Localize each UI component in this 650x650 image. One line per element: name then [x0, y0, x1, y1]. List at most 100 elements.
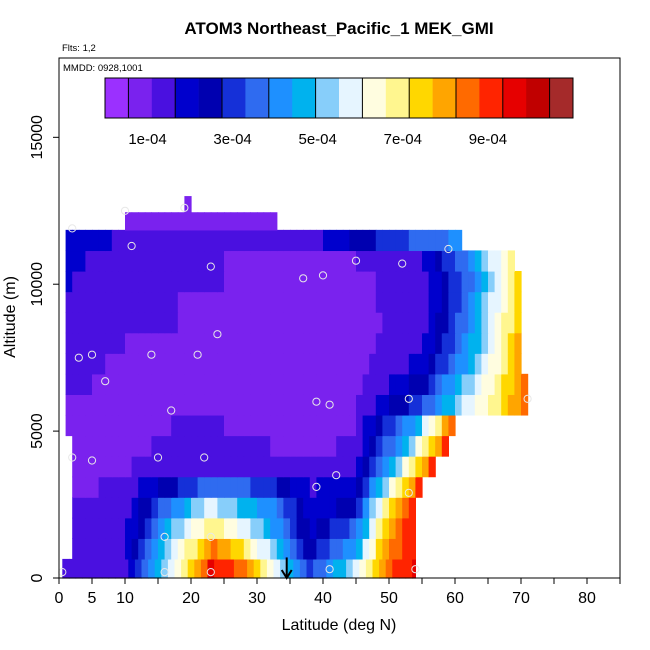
heatmap-cell [78, 476, 86, 498]
heatmap-cell [138, 212, 146, 231]
heatmap-cell [346, 558, 354, 579]
heatmap-cell [184, 250, 192, 272]
heatmap-cell [78, 538, 86, 560]
heatmap-cell [263, 229, 271, 252]
heatmap-cell [237, 229, 245, 252]
heatmap-cell [339, 558, 347, 579]
heatmap-cell [481, 353, 489, 375]
heatmap-cell [303, 332, 311, 354]
x-axis: 0 5 10 20 30 40 50 60 70 80 [55, 578, 621, 607]
heatmap-cell [237, 332, 245, 354]
heatmap-cell [382, 497, 390, 519]
heatmap-cell [290, 229, 298, 252]
heatmap-cell [118, 476, 126, 498]
heatmap-cell [78, 353, 86, 375]
heatmap-cell [501, 373, 509, 395]
heatmap-cell [210, 414, 218, 437]
heatmap-cell [105, 250, 113, 272]
heatmap-cell [78, 250, 86, 272]
heatmap-cell [309, 456, 317, 478]
heatmap-cell [356, 497, 364, 519]
heatmap-cell [237, 476, 245, 498]
heatmap-cell [197, 394, 205, 416]
heatmap-cell [224, 414, 232, 437]
heatmap-cell [296, 538, 304, 560]
heatmap-cell [356, 270, 364, 293]
heatmap-cell [336, 373, 344, 395]
heatmap-cell [171, 517, 179, 539]
heatmap-cell [316, 270, 324, 293]
heatmap-cell [501, 394, 509, 416]
heatmap-cell [144, 456, 152, 478]
heatmap-cell [349, 353, 357, 375]
heatmap-cell [362, 435, 370, 457]
heatmap-cell [177, 353, 185, 375]
heatmap-cell [224, 435, 232, 457]
heatmap-cell [323, 456, 331, 478]
heatmap-cell [250, 291, 258, 313]
heatmap-cell [111, 332, 119, 354]
heatmap-cell [448, 414, 456, 437]
heatmap-cell [171, 456, 179, 478]
heatmap-cell [250, 497, 258, 519]
heatmap-cell [144, 312, 152, 334]
heatmap-cell [144, 353, 152, 375]
observation-point [213, 330, 222, 339]
heatmap-cell [184, 538, 192, 560]
heatmap-cell [151, 517, 159, 539]
heatmap-cell [62, 558, 70, 579]
heatmap-cell [92, 332, 100, 354]
observation-point [206, 568, 215, 577]
heatmap-cell [164, 517, 172, 539]
heatmap-cell [408, 476, 416, 498]
heatmap-cell [276, 270, 284, 293]
heatmap-cell [283, 312, 291, 334]
heatmap-cell [118, 291, 126, 313]
heatmap-cell [131, 332, 139, 354]
heatmap-cell [342, 373, 350, 395]
heatmap-cell [474, 312, 482, 334]
heatmap-cell [402, 229, 410, 252]
heatmap-cell [105, 373, 113, 395]
heatmap-cell [131, 538, 139, 560]
heatmap-cell [389, 270, 397, 293]
heatmap-cell [131, 373, 139, 395]
heatmap-cell [105, 353, 113, 375]
heatmap-cell [395, 373, 403, 395]
y-tick-label: 10000 [29, 262, 46, 307]
heatmap-cell [151, 476, 159, 498]
heatmap-cell [455, 250, 463, 272]
heatmap-cell [448, 229, 456, 252]
heatmap-cell [184, 196, 192, 213]
heatmap-cell [356, 373, 364, 395]
heatmap-cell [270, 456, 278, 478]
heatmap-cell [283, 291, 291, 313]
heatmap-cell [151, 250, 159, 272]
heatmap-cell [441, 373, 449, 395]
colorbar-segment [362, 78, 387, 118]
heatmap-cell [441, 394, 449, 416]
heatmap-cell [329, 476, 337, 498]
heatmap-cell [131, 394, 139, 416]
heatmap-cell [204, 250, 212, 272]
heatmap-cell [309, 270, 317, 293]
heatmap-cell [210, 456, 218, 478]
heatmap-cell [521, 394, 529, 416]
heatmap-cell [283, 270, 291, 293]
heatmap-cell [375, 435, 383, 457]
colorbar-tick-label: 1e-04 [128, 131, 166, 148]
colorbar-segment [128, 78, 153, 118]
heatmap-cell [243, 456, 251, 478]
heatmap-cell [210, 332, 218, 354]
heatmap-cell [151, 229, 159, 252]
heatmap-cell [382, 312, 390, 334]
heatmap-cell [329, 373, 337, 395]
heatmap-cell [356, 229, 364, 252]
heatmap-cell [78, 394, 86, 416]
heatmap-cell [514, 291, 522, 313]
heatmap-cell [118, 270, 126, 293]
heatmap-cell [276, 435, 284, 457]
heatmap-cell [164, 414, 172, 437]
heatmap-cell [263, 332, 271, 354]
heatmap-cell [408, 312, 416, 334]
